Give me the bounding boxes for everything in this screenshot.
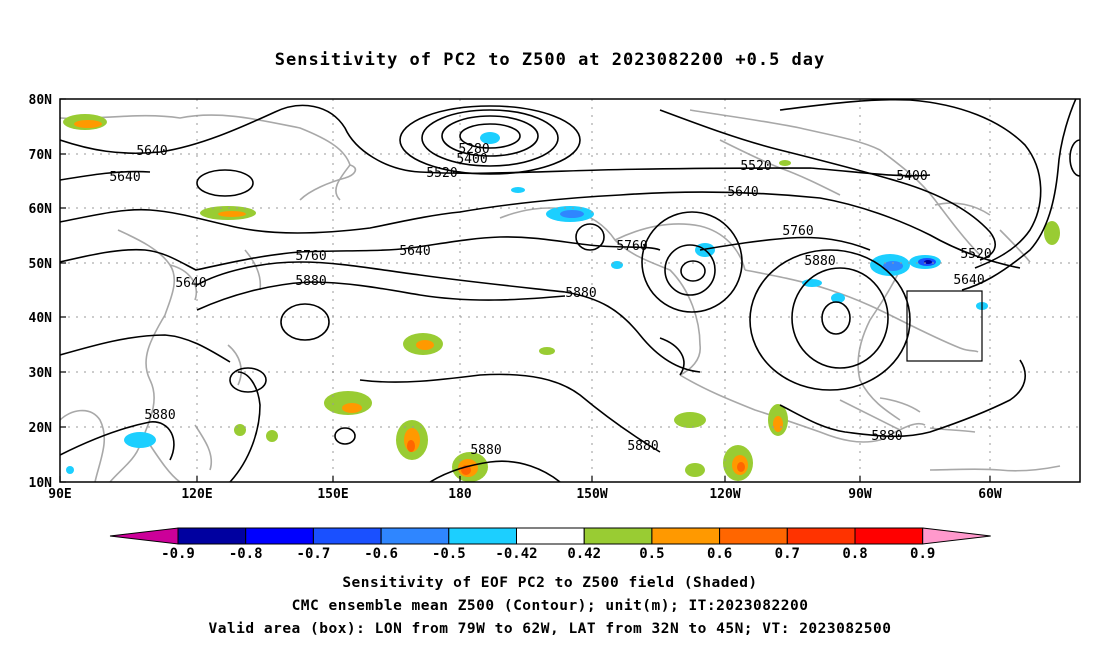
contour-label: 5880 (804, 254, 835, 269)
plot-frame (59, 98, 1081, 483)
latitude-labels: 80N 70N 60N 50N 40N 30N 20N 10N (29, 93, 53, 491)
contour-label: 5760 (782, 224, 813, 239)
lon-label: 150W (576, 487, 607, 502)
colorbar-bin (651, 527, 721, 545)
contour-label: 5760 (295, 249, 326, 264)
contour-label: 5640 (109, 170, 140, 185)
lat-label: 70N (29, 148, 53, 163)
caption-line-3: Valid area (box): LON from 79W to 62W, L… (208, 621, 892, 637)
lon-label: 120W (709, 487, 740, 502)
lon-label: 150E (317, 487, 348, 502)
valid-area-box (906, 290, 983, 362)
contour-label: 5400 (456, 152, 487, 167)
lat-label: 40N (29, 311, 53, 326)
colorbar-bin (312, 527, 382, 545)
contour-label: 5880 (470, 443, 501, 458)
contour-label: 5640 (136, 144, 167, 159)
caption-line-1: Sensitivity of EOF PC2 to Z500 field (Sh… (342, 575, 758, 591)
contour-label: 5880 (565, 286, 596, 301)
contour-label: 5640 (727, 185, 758, 200)
colorbar-label: 0.9 (910, 546, 935, 562)
contour-label: 5280 (458, 142, 489, 157)
lon-label: 120E (181, 487, 212, 502)
contour-label: 5520 (740, 159, 771, 174)
colorbar-label: -0.8 (229, 546, 263, 562)
lon-label: 90W (848, 487, 872, 502)
colorbar-bin (177, 527, 247, 545)
colorbar-bin (380, 527, 450, 545)
lat-label: 10N (29, 476, 53, 491)
contour-label: 5520 (960, 247, 991, 262)
contour-label: 5520 (426, 166, 457, 181)
sensitivity-shading (63, 114, 1060, 482)
colorbar-bin (245, 527, 314, 545)
lat-label: 30N (29, 366, 53, 381)
colorbar-bin (583, 527, 653, 545)
contour-label: 5640 (399, 244, 430, 259)
colorbar-bin (448, 527, 517, 545)
lat-label: 20N (29, 421, 53, 436)
contour-label: 5640 (953, 273, 984, 288)
contour-label: 5880 (144, 408, 175, 423)
lon-label: 180 (448, 487, 472, 502)
contour-labels: 5640 5640 5640 5640 5280 5400 5520 5520 … (109, 142, 991, 458)
lon-label: 60W (978, 487, 1002, 502)
colorbar-bin (854, 527, 924, 545)
colorbar-label: -0.9 (161, 546, 195, 562)
contour-label: 5760 (616, 239, 647, 254)
axis-ticks (59, 98, 991, 483)
lat-label: 80N (29, 93, 53, 108)
colorbar-label: -0.42 (495, 546, 537, 562)
colorbar-label: 0.6 (707, 546, 732, 562)
colorbar: -0.9 -0.8 -0.7 -0.6 -0.5 -0.42 0.42 0.5 0.6 0.7 0.… (109, 527, 991, 562)
contour-label: 5400 (896, 169, 927, 184)
map-title: Sensitivity of PC2 to Z500 at 2023082200… (274, 50, 826, 70)
z500-contours (60, 99, 1080, 482)
lat-label: 60N (29, 202, 53, 217)
colorbar-bin (719, 527, 788, 545)
caption-line-2: CMC ensemble mean Z500 (Contour); unit(m… (291, 598, 809, 614)
colorbar-label: -0.7 (297, 546, 331, 562)
lat-label: 50N (29, 257, 53, 272)
colorbar-label: 0.5 (639, 546, 664, 562)
contour-label: 5880 (295, 274, 326, 289)
colorbar-label: 0.42 (567, 546, 601, 562)
colorbar-bin (786, 527, 856, 545)
lon-label: 90E (48, 487, 71, 502)
colorbar-label: 0.7 (775, 546, 800, 562)
colorbar-label: -0.6 (364, 546, 398, 562)
colorbar-label: -0.5 (432, 546, 466, 562)
contour-label: 5880 (627, 439, 658, 454)
contour-label: 5640 (175, 276, 206, 291)
longitude-labels: 90E 120E 150E 180 150W 120W 90W 60W (48, 487, 1002, 502)
colorbar-bin (516, 527, 585, 545)
colorbar-min-triangle (109, 527, 179, 545)
contour-label: 5880 (871, 429, 902, 444)
colorbar-max-triangle (922, 527, 991, 545)
colorbar-label: 0.8 (842, 546, 867, 562)
